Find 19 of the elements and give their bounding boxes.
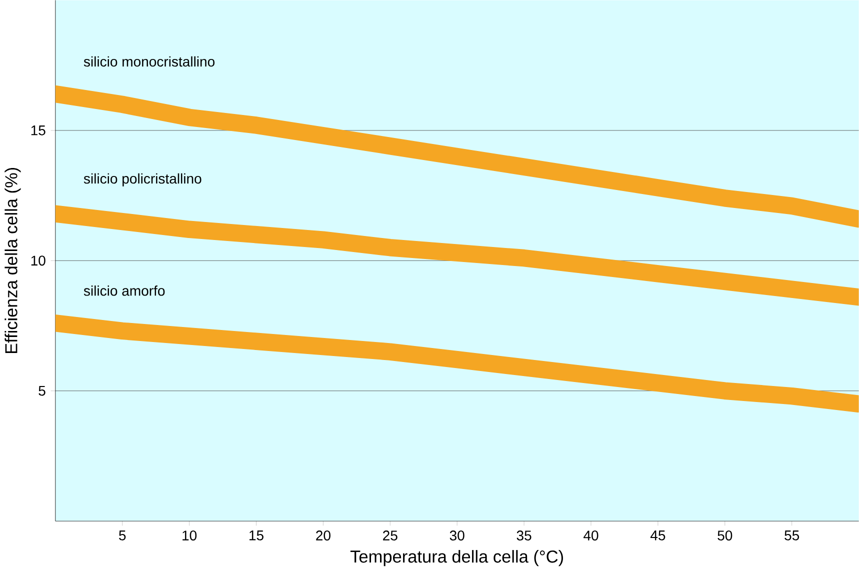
x-tick-label: 55 [784,530,800,540]
x-tick-label: 15 [250,530,264,540]
x-tick-label: 10 [182,530,197,541]
x-axis-title: Temperatura della cella (°C) [350,550,563,566]
text: silicio amorfo [84,286,165,296]
x-tick-label: 30 [450,530,464,541]
text: silicio policristallino [84,173,202,187]
x-tick-label: 25 [383,530,398,541]
x-tick-label: 5 [119,530,126,540]
x-tick-label: 20 [316,530,330,541]
y-tick-label: 10 [31,256,46,266]
x-tick-label: 35 [516,530,532,541]
y-tick-label: 5 [38,386,46,396]
text: silicio monocristallino [84,56,215,67]
x-tick-label: 50 [718,530,732,541]
y-tick-label: 15 [31,126,46,136]
y-axis-title: Efficienza della cella (%) [4,168,21,354]
x-tick-label: 40 [584,530,598,541]
x-tick-label: 45 [650,530,666,540]
